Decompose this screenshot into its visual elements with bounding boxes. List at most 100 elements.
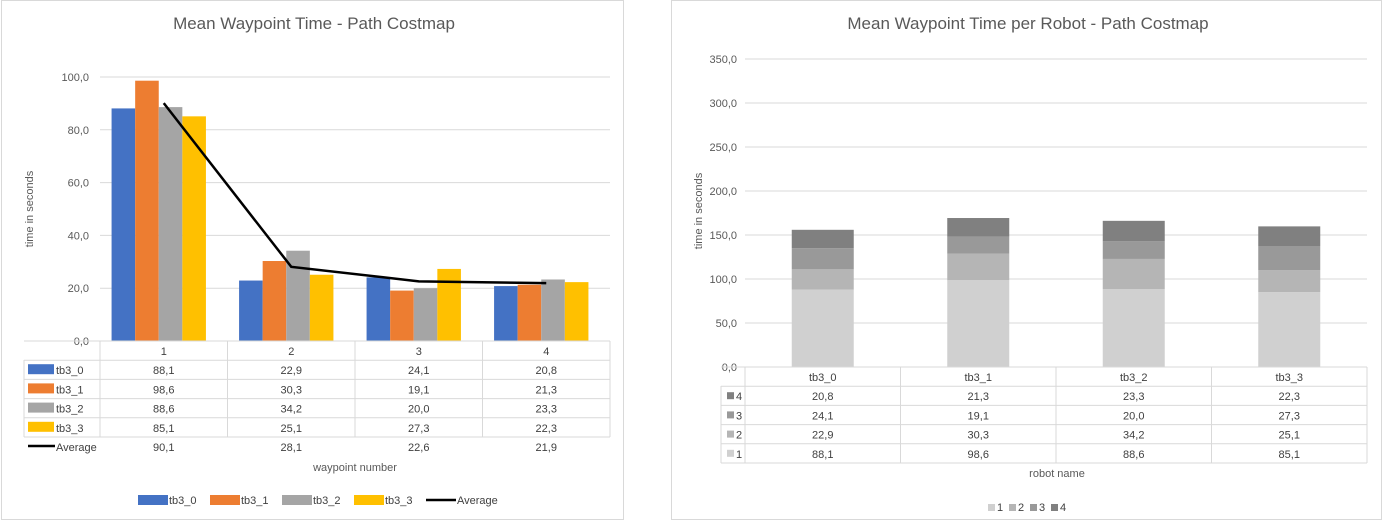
legend-label: 4 [1060, 502, 1066, 514]
table-cell: 28,1 [281, 442, 302, 454]
bar-segment-3-tb3_0 [791, 248, 854, 270]
y-axis-title: time in seconds [693, 172, 705, 249]
table-cell: 19,1 [408, 384, 429, 396]
table-cell: 23,3 [1123, 391, 1144, 403]
y-tick-label: 0,0 [722, 362, 737, 374]
bar-segment-1-tb3_3 [1258, 292, 1321, 367]
bar-segment-1-tb3_0 [791, 289, 854, 367]
table-cell: 27,3 [408, 423, 429, 435]
table-legend-key [28, 364, 54, 375]
table-series-name: 3 [736, 410, 742, 422]
bar-tb3_3-4 [564, 282, 589, 341]
table-cell: 22,6 [408, 442, 429, 454]
bar-segment-4-tb3_0 [791, 229, 854, 249]
table-cell: 88,6 [1123, 449, 1144, 461]
legend-label: tb3_0 [169, 495, 197, 507]
legend-key-3 [1030, 504, 1037, 511]
legend-key-4 [1051, 504, 1058, 511]
legend-label: 2 [1018, 502, 1024, 514]
x-axis-title: waypoint number [312, 462, 397, 474]
table-legend-key [727, 411, 734, 419]
table-legend-key [28, 383, 54, 394]
table-cell: 20,0 [1123, 410, 1144, 422]
legend-label: 1 [997, 502, 1003, 514]
x-tick-label: 2 [288, 346, 294, 358]
table-cell: 85,1 [153, 423, 174, 435]
y-tick-label: 150,0 [709, 230, 737, 242]
legend-label: tb3_2 [313, 495, 341, 507]
y-tick-label: 50,0 [716, 318, 737, 330]
x-tick-label: 3 [416, 346, 422, 358]
y-axis-title: time in seconds [24, 170, 36, 247]
table-series-name: tb3_1 [56, 384, 84, 396]
x-tick-label: tb3_0 [809, 372, 837, 384]
table-cell: 20,8 [812, 391, 833, 403]
bar-tb3_3-1 [182, 116, 206, 341]
table-cell: 25,1 [281, 423, 302, 435]
bar-segment-4-tb3_2 [1102, 220, 1165, 242]
table-cell: 88,1 [812, 449, 833, 461]
table-legend-key [727, 430, 734, 438]
y-tick-label: 40,0 [68, 230, 89, 242]
table-cell: 25,1 [1279, 430, 1300, 442]
waypoint-chart-svg: Mean Waypoint Time - Path Costmap time in… [23, 14, 611, 507]
legend-key-tb3_1 [210, 495, 240, 505]
legend-key-tb3_2 [282, 495, 312, 505]
table-cell: 22,9 [281, 365, 302, 377]
x-tick-label: 4 [543, 346, 549, 358]
bar-segment-4-tb3_3 [1258, 226, 1321, 246]
table-cell: 98,6 [153, 384, 174, 396]
bar-segment-2-tb3_1 [947, 253, 1010, 281]
table-series-name: 4 [736, 391, 742, 403]
table-legend-key [28, 421, 54, 432]
legend-label: 3 [1039, 502, 1045, 514]
table-cell: 30,3 [968, 430, 989, 442]
table-cell: 88,1 [153, 365, 174, 377]
robot-chart-svg: Mean Waypoint Time per Robot - Path Cost… [693, 14, 1368, 514]
bar-segment-2-tb3_0 [791, 269, 854, 290]
table-legend-key [28, 402, 54, 413]
y-tick-label: 20,0 [68, 283, 89, 295]
y-tick-label: 350,0 [709, 54, 737, 66]
table-cell: 88,6 [153, 404, 174, 416]
x-tick-label: tb3_1 [964, 372, 992, 384]
table-series-name: 1 [736, 449, 742, 461]
bar-tb3_0-2 [239, 280, 263, 341]
table-series-name: tb3_2 [56, 404, 84, 416]
y-tick-label: 100,0 [709, 274, 737, 286]
table-cell: 20,0 [408, 404, 429, 416]
table-cell: 22,3 [536, 423, 557, 435]
bar-tb3_0-3 [366, 277, 391, 341]
legend-label: Average [457, 495, 498, 507]
table-cell: 20,8 [536, 365, 557, 377]
table-cell: 27,3 [1279, 410, 1300, 422]
y-tick-label: 300,0 [709, 98, 737, 110]
table-cell: 23,3 [536, 404, 557, 416]
chart-panel-robot: Mean Waypoint Time per Robot - Path Cost… [671, 0, 1382, 520]
bar-segment-2-tb3_3 [1258, 270, 1321, 293]
bar-segment-3-tb3_3 [1258, 246, 1321, 271]
average-line [162, 102, 547, 285]
bar-segment-2-tb3_2 [1102, 258, 1165, 290]
table-series-name: 2 [736, 430, 742, 442]
bar-segment-1-tb3_1 [947, 280, 1010, 367]
bar-tb3_1-3 [390, 290, 414, 341]
x-tick-label: tb3_2 [1120, 372, 1148, 384]
chart-panel-waypoint: Mean Waypoint Time - Path Costmap time in… [1, 0, 624, 520]
y-tick-label: 200,0 [709, 186, 737, 198]
bar-tb3_1-1 [135, 80, 159, 342]
table-series-name: tb3_0 [56, 365, 84, 377]
chart-title: Mean Waypoint Time per Robot - Path Cost… [847, 14, 1208, 33]
legend-label: tb3_1 [241, 495, 269, 507]
bar-tb3_3-2 [309, 274, 334, 341]
y-tick-label: 250,0 [709, 142, 737, 154]
bar-tb3_2-4 [541, 279, 565, 341]
legend-key-tb3_3 [354, 495, 384, 505]
table-cell: 21,3 [968, 391, 989, 403]
table-cell: 34,2 [1123, 430, 1144, 442]
bar-segment-3-tb3_1 [947, 236, 1010, 254]
legend-key-1 [988, 504, 995, 511]
bar-tb3_0-4 [494, 286, 518, 341]
table-cell: 21,9 [536, 442, 557, 454]
chart-title: Mean Waypoint Time - Path Costmap [173, 14, 455, 33]
